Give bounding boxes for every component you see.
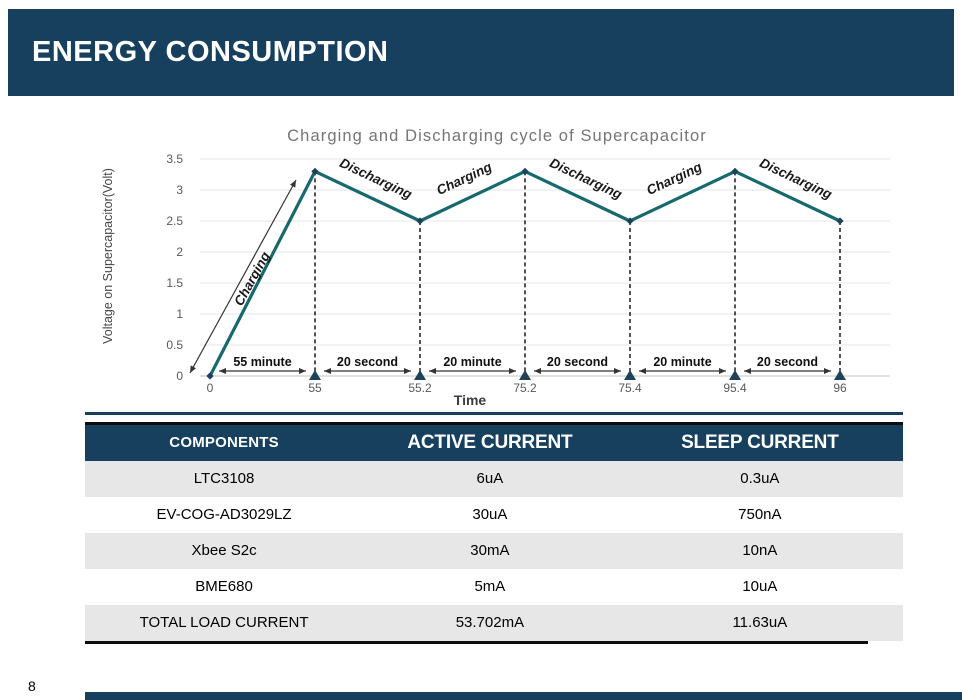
x-tick-label: 75.2 (513, 381, 537, 395)
table-cell: 53.702mA (455, 614, 525, 631)
table-cell: TOTAL LOAD CURRENT (139, 614, 309, 631)
x-tick-label: 55 (308, 381, 322, 395)
axis-triangle-marker (624, 370, 636, 380)
interval-label: 20 minute (443, 355, 501, 369)
table-cell: 6uA (476, 470, 504, 487)
data-point-marker (311, 167, 319, 176)
table-row: EV-COG-AD3029LZ 30uA 750nA (85, 497, 903, 533)
segment-label: Charging (434, 159, 495, 198)
y-tick-label: 1 (176, 307, 183, 321)
x-tick-label: 95.4 (723, 381, 747, 395)
arrowhead (404, 368, 411, 374)
chart-canvas: Charging and Discharging cycle of Superc… (101, 127, 890, 408)
interval-label: 20 minute (653, 355, 711, 369)
table-row: BME680 5mA 10uA (85, 569, 903, 605)
axis-triangle-marker (519, 370, 531, 380)
interval-label: 20 second (547, 355, 608, 369)
segment-label: Charging (644, 159, 705, 198)
table-cell: EV-COG-AD3029LZ (156, 506, 292, 523)
table-cell: 10uA (742, 578, 778, 595)
arrowhead (744, 368, 751, 374)
table-cell: 11.63uA (732, 614, 788, 631)
components-table-section: COMPONENTS ACTIVE CURRENT SLEEP CURRENT LT… (85, 412, 903, 644)
table-cell: 750nA (738, 506, 782, 523)
arrowhead (290, 180, 296, 188)
footer-bar (85, 692, 962, 700)
arrowhead (509, 368, 516, 374)
interval-label: 20 second (337, 355, 398, 369)
y-tick-label: 3.5 (166, 152, 183, 166)
charging-ramp-arrow (189, 179, 297, 374)
col-header-active-current: ACTIVE CURRENT (363, 423, 617, 461)
arrowhead (534, 368, 541, 374)
arrowhead (219, 368, 226, 374)
axis-triangle-marker (309, 370, 321, 380)
segment-label: Discharging (547, 155, 625, 202)
col-header-sleep-current: SLEEP CURRENT (616, 423, 903, 461)
col-header-components: COMPONENTS (85, 423, 364, 461)
segment-label: Charging (231, 249, 273, 309)
table-cell: 5mA (474, 578, 506, 595)
table-cell: Xbee S2c (191, 542, 257, 559)
x-tick-label: 55.2 (408, 381, 432, 395)
arrowhead (299, 368, 306, 374)
axis-triangle-marker (834, 370, 846, 380)
y-axis-label: Voltage on Supercapacitor(Volt) (101, 168, 115, 344)
x-tick-label: 75.4 (618, 381, 642, 395)
data-point-marker (416, 217, 424, 225)
table-bottom-rule (85, 640, 868, 644)
arrowhead (190, 365, 196, 373)
table-top-rule (85, 412, 903, 415)
table-header-row: COMPONENTS ACTIVE CURRENT SLEEP CURRENT (85, 423, 903, 461)
table-cell: 30mA (470, 542, 510, 559)
interval-label: 20 second (757, 355, 818, 369)
arrowhead (429, 368, 436, 374)
components-table: COMPONENTS ACTIVE CURRENT SLEEP CURRENT LT… (85, 422, 903, 641)
arrowhead (719, 368, 726, 374)
table-row: TOTAL LOAD CURRENT 53.702mA 11.63uA (85, 604, 903, 641)
data-point-marker (206, 372, 214, 380)
table-cell: 10nA (742, 542, 778, 559)
segment-label: Discharging (757, 155, 835, 202)
segment-label: Discharging (337, 155, 415, 202)
axis-triangle-marker (414, 370, 426, 380)
chart-title: Charging and Discharging cycle of Superc… (287, 127, 707, 145)
arrowhead (324, 368, 331, 374)
slide-header-bar: ENERGY CONSUMPTION (8, 9, 954, 96)
arrowhead (614, 368, 621, 374)
y-tick-label: 2 (176, 245, 183, 259)
y-tick-label: 3 (176, 183, 183, 197)
interval-label: 55 minute (233, 355, 291, 369)
y-tick-label: 2.5 (166, 214, 183, 228)
arrowhead (639, 368, 646, 374)
table-cell: BME680 (195, 578, 253, 595)
supercapacitor-chart: Charging and Discharging cycle of Superc… (95, 123, 907, 417)
data-point-marker (836, 217, 844, 225)
data-point-marker (626, 217, 634, 225)
y-tick-label: 1.5 (166, 276, 183, 290)
y-tick-label: 0.5 (166, 338, 183, 352)
table-row: Xbee S2c 30mA 10nA (85, 532, 903, 569)
x-tick-label: 0 (207, 381, 214, 395)
table-cell: 30uA (472, 506, 508, 523)
table-row: LTC3108 6uA 0.3uA (85, 460, 903, 497)
table-cell: 0.3uA (740, 470, 780, 487)
chart-plot-area: 0 0.5 1 1.5 2 2.5 3 3.5 55 minute 20 second 20 min… (166, 152, 890, 395)
x-tick-label: 96 (833, 381, 847, 395)
axis-triangle-marker (729, 370, 741, 380)
x-axis-label: Time (454, 392, 487, 408)
arrowhead (824, 368, 831, 374)
table-cell: LTC3108 (193, 470, 255, 487)
page-number: 8 (28, 678, 36, 694)
y-tick-label: 0 (176, 369, 183, 383)
slide-title: ENERGY CONSUMPTION (32, 36, 389, 68)
